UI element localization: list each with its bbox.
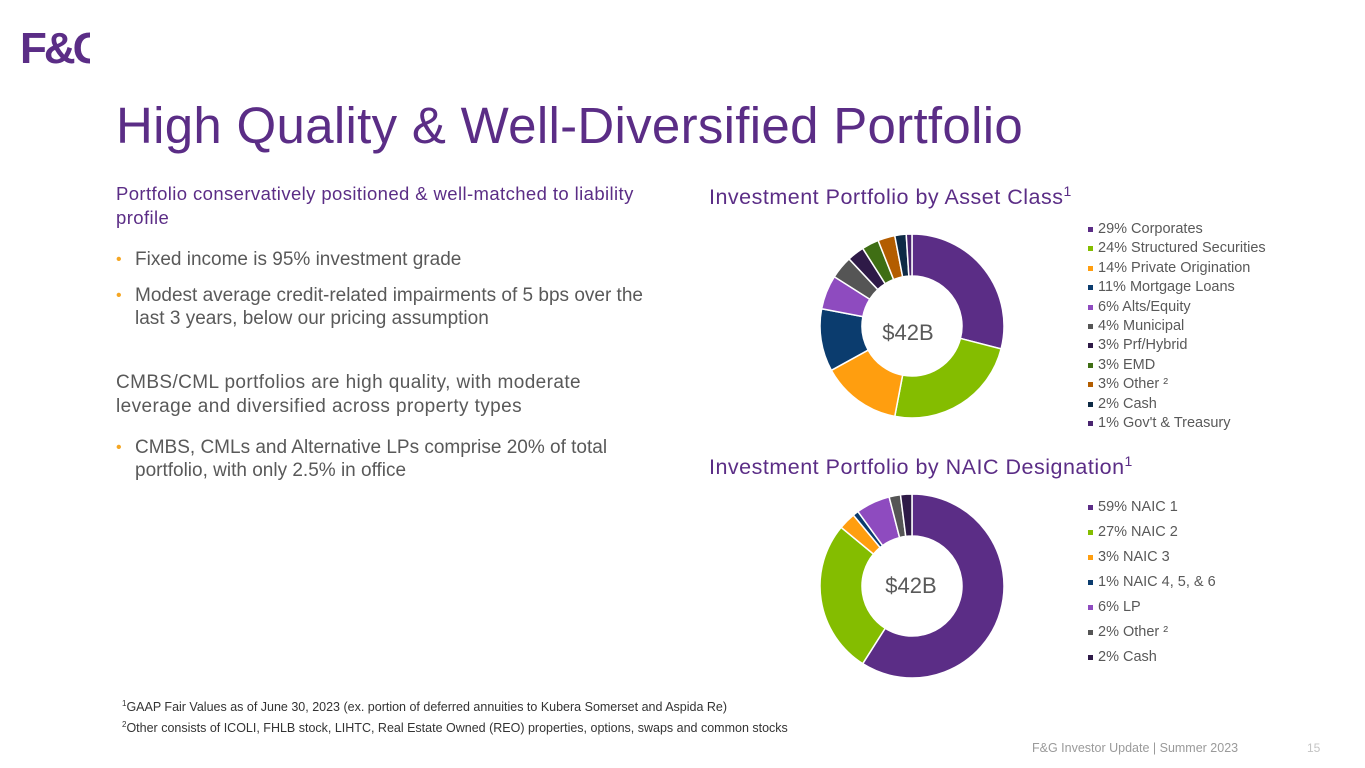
legend-label: 1% NAIC 4, 5, & 6: [1098, 574, 1216, 590]
legend-label: 2% Cash: [1098, 395, 1157, 412]
legend-swatch: [1088, 530, 1093, 535]
legend-label: 59% NAIC 1: [1098, 499, 1178, 515]
donut1-slice: [911, 233, 1005, 350]
footer-text: F&G Investor Update | Summer 2023: [1032, 741, 1239, 755]
legend-item: 14% Private Origination: [1088, 259, 1266, 278]
bullet-item: • Modest average credit-related impairmen…: [116, 285, 643, 329]
legend-item: 1% Gov't & Treasury: [1088, 414, 1266, 433]
section2-heading: CMBS/CML portfolios are high quality, wi…: [116, 372, 581, 417]
bullet-dot: •: [116, 251, 122, 268]
section1-bullets: • Fixed income is 95% investment grade • M…: [116, 248, 656, 343]
legend-label: 24% Structured Securities: [1098, 240, 1266, 257]
bullet-item: • CMBS, CMLs and Alternative LPs comprise…: [116, 437, 608, 481]
legend-swatch: [1088, 505, 1093, 510]
legend-label: 3% Prf/Hybrid: [1098, 337, 1188, 354]
legend-item: 3% EMD: [1088, 356, 1266, 375]
legend-label: 2% Other ²: [1098, 624, 1169, 640]
bullet-dot: •: [116, 287, 122, 304]
legend-swatch: [1088, 630, 1093, 635]
donut2-center-label: $42B: [885, 573, 936, 598]
legend-item: 3% Prf/Hybrid: [1088, 336, 1266, 355]
legend-item: 2% Cash: [1088, 645, 1216, 670]
legend-swatch: [1088, 246, 1093, 252]
legend-item: 24% Structured Securities: [1088, 239, 1266, 258]
legend-swatch: [1088, 227, 1093, 232]
asset-class-donut: $42B: [819, 233, 1005, 419]
legend-item: 59% NAIC 1: [1088, 495, 1216, 520]
legend-swatch: [1088, 420, 1093, 426]
bullet-item: • Fixed income is 95% investment grade: [116, 249, 462, 270]
legend-item: 3% Other ²: [1088, 375, 1266, 394]
legend-item: 27% NAIC 2: [1088, 520, 1216, 545]
chart1-title: Investment Portfolio by Asset Class1: [709, 183, 1072, 210]
donut2-slice: [899, 493, 913, 538]
legend-label: 4% Municipal: [1098, 317, 1185, 334]
legend-item: 4% Municipal: [1088, 317, 1266, 336]
footnote-1: 1GAAP Fair Values as of June 30, 2023 (e…: [122, 699, 728, 715]
fg-logo: F&G: [20, 24, 90, 68]
legend-swatch: [1088, 655, 1093, 660]
legend-label: 29% Corporates: [1098, 221, 1203, 237]
bullet-dot: •: [116, 439, 122, 456]
legend-swatch: [1088, 401, 1093, 407]
legend-swatch: [1088, 605, 1093, 610]
legend-item: 6% LP: [1088, 595, 1216, 620]
donut1-center-label: $42B: [882, 320, 933, 345]
footnotes: 1GAAP Fair Values as of June 30, 2023 (e…: [122, 695, 788, 737]
legend-item: 29% Corporates: [1088, 220, 1266, 239]
legend-label: 27% NAIC 2: [1098, 524, 1178, 540]
legend-label: 14% Private Origination: [1098, 259, 1251, 276]
legend-swatch: [1088, 323, 1093, 329]
legend-item: 6% Alts/Equity: [1088, 298, 1266, 317]
legend-item: 3% NAIC 3: [1088, 545, 1216, 570]
section1-heading: Portfolio conservatively positioned & we…: [116, 183, 634, 228]
legend-swatch: [1088, 343, 1093, 349]
legend-label: 2% Cash: [1098, 649, 1157, 665]
legend-label: 3% NAIC 3: [1098, 549, 1170, 565]
donut2-slice: [861, 493, 1005, 679]
naic-donut: $42B: [819, 493, 1005, 679]
donut1-slice: [905, 233, 913, 277]
page-title: High Quality & Well-Diversified Portfoli…: [116, 97, 1023, 154]
legend-item: 1% NAIC 4, 5, & 6: [1088, 570, 1216, 595]
asset-class-legend: 29% Corporates 24% Structured Securities 1…: [1088, 220, 1266, 433]
legend-item: 2% Other ²: [1088, 620, 1216, 645]
legend-label: 11% Mortgage Loans: [1098, 279, 1235, 296]
chart2-title: Investment Portfolio by NAIC Designation…: [709, 453, 1133, 480]
donut1-slice: [893, 337, 1003, 419]
legend-swatch: [1088, 265, 1093, 271]
naic-legend: 59% NAIC 1 27% NAIC 2 3% NAIC 3 1% NAIC 4, …: [1088, 495, 1216, 670]
section2-bullets: • CMBS, CMLs and Alternative LPs comprise…: [116, 436, 656, 495]
footnote-2: 2Other consists of ICOLI, FHLB stock, LI…: [122, 720, 788, 736]
legend-swatch: [1088, 285, 1093, 291]
legend-label: 1% Gov't & Treasury: [1098, 414, 1231, 431]
legend-swatch: [1088, 362, 1093, 368]
legend-swatch: [1088, 382, 1093, 388]
legend-label: 6% LP: [1098, 599, 1141, 615]
legend-label: 6% Alts/Equity: [1098, 298, 1191, 315]
legend-swatch: [1088, 304, 1093, 310]
legend-item: 11% Mortgage Loans: [1088, 278, 1266, 297]
legend-swatch: [1088, 580, 1093, 585]
donut2-slice: [819, 526, 887, 665]
logo-text: F&G: [20, 24, 90, 68]
legend-label: 3% Other ²: [1098, 376, 1169, 393]
legend-label: 3% EMD: [1098, 356, 1156, 373]
legend-swatch: [1088, 555, 1093, 560]
legend-item: 2% Cash: [1088, 395, 1266, 414]
page-number: 15: [1307, 741, 1321, 755]
